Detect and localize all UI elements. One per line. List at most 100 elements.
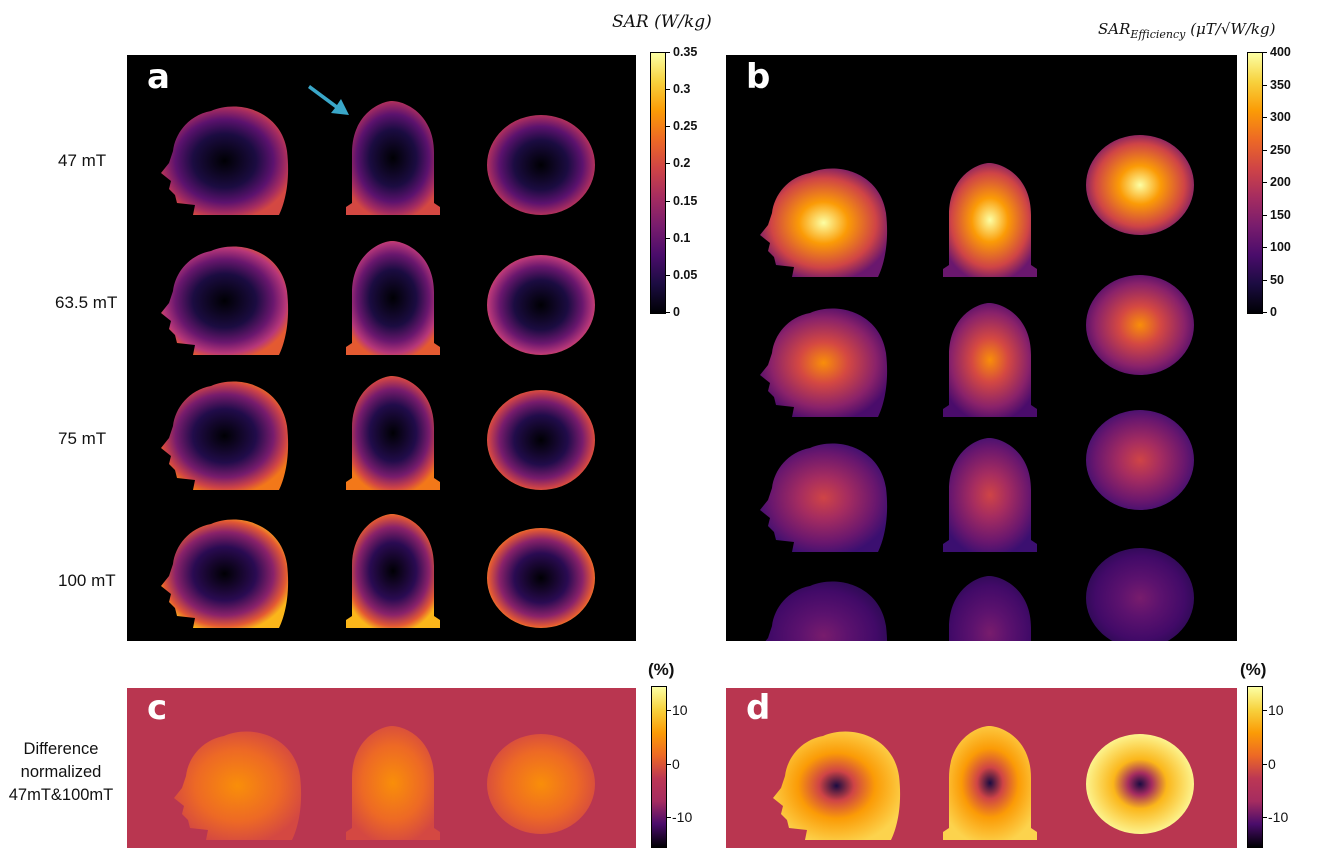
colorbar-tick-mark — [666, 237, 670, 239]
sar-colorbar-title: SAR (W/kg) — [612, 12, 712, 32]
colorbar-tick-mark — [666, 200, 670, 202]
panel-a-images — [161, 85, 595, 628]
axial-slice — [1086, 275, 1194, 375]
coronal-difference — [346, 726, 440, 840]
panel-d-label: d — [746, 688, 771, 728]
panel-c-images — [174, 726, 595, 840]
colorbar-tick-mark — [666, 126, 670, 128]
row-label-75: 75 mT — [58, 429, 107, 448]
panel-a: a — [127, 55, 636, 641]
diff-c-colorbar — [651, 686, 667, 848]
colorbar-tick-label: 200 — [1270, 175, 1291, 189]
colorbar-tick-label: 0 — [1270, 305, 1277, 319]
difference-label-line2: normalized — [20, 763, 102, 781]
colorbar-tick-mark — [1263, 764, 1267, 765]
colorbar-tick-mark — [1263, 182, 1267, 183]
arrow-icon — [308, 85, 349, 115]
colorbar-tick-mark — [1263, 214, 1267, 216]
coronal-slice — [346, 514, 440, 628]
colorbar-tick-label: 50 — [1270, 272, 1284, 287]
eff-title-unit: (μT/√W/kg) — [1190, 20, 1276, 38]
sagittal-slice — [760, 168, 888, 277]
panel-d-images — [773, 726, 1194, 840]
colorbar-tick-mark — [1263, 84, 1267, 86]
colorbar-tick-label: 400 — [1270, 45, 1291, 59]
sar-colorbar — [650, 52, 666, 314]
panel-c-label: c — [147, 688, 168, 728]
sagittal-slice — [765, 581, 887, 641]
panel-b: b — [726, 55, 1237, 641]
colorbar-tick-mark — [1263, 117, 1267, 118]
coronal-slice — [346, 241, 440, 355]
colorbar-tick-mark — [666, 89, 670, 91]
axial-slice — [487, 255, 595, 355]
sar-title-unit: (W/kg) — [654, 12, 712, 32]
colorbar-tick-mark — [667, 764, 671, 765]
coronal-difference — [943, 726, 1037, 840]
colorbar-tick-label: -10 — [672, 809, 693, 825]
colorbar-tick-label: 0.3 — [673, 82, 691, 97]
colorbar-tick-mark — [1263, 312, 1267, 313]
axial-difference — [487, 734, 595, 834]
colorbar-tick-label: 350 — [1270, 77, 1291, 92]
axial-slice — [1086, 548, 1194, 641]
panel-d: d — [726, 688, 1237, 848]
sagittal-slice — [161, 246, 289, 355]
efficiency-colorbar — [1247, 52, 1263, 314]
colorbar-tick-label: 250 — [1270, 142, 1291, 157]
panel-c: c — [127, 688, 636, 848]
eff-title-sub: Efficiency — [1130, 28, 1186, 41]
efficiency-colorbar-title: SAREfficiency (μT/√W/kg) — [1098, 20, 1275, 41]
sagittal-slice — [161, 381, 289, 490]
coronal-slice — [346, 376, 440, 490]
difference-label-line1: Difference — [23, 740, 99, 758]
colorbar-tick-label: 100 — [1270, 240, 1291, 254]
sar-title-main: SAR — [612, 12, 649, 32]
colorbar-tick-label: 10 — [1268, 702, 1284, 718]
colorbar-tick-mark — [666, 274, 670, 276]
axial-slice — [487, 528, 595, 628]
coronal-slice — [346, 101, 440, 215]
colorbar-tick-label: 0.05 — [673, 267, 698, 282]
colorbar-tick-label: 300 — [1270, 110, 1291, 124]
diff-d-colorbar — [1247, 686, 1263, 848]
diff-c-colorbar-title: (%) — [648, 660, 675, 679]
difference-label-line3: 47mT&100mT — [8, 786, 114, 804]
row-label-100: 100 mT — [58, 571, 116, 590]
colorbar-tick-mark — [667, 817, 671, 818]
axial-slice — [1086, 135, 1194, 235]
colorbar-tick-mark — [1263, 149, 1267, 151]
coronal-slice — [949, 576, 1031, 641]
colorbar-tick-mark — [1263, 710, 1267, 711]
sagittal-slice — [161, 519, 289, 628]
colorbar-tick-label: 0.1 — [673, 230, 691, 245]
colorbar-tick-label: 0.15 — [673, 193, 698, 208]
colorbar-tick-label: 0.35 — [673, 45, 698, 59]
colorbar-tick-label: 0 — [673, 305, 680, 319]
panel-b-label: b — [746, 57, 771, 97]
sagittal-slice — [760, 443, 888, 552]
colorbar-tick-mark — [667, 710, 671, 711]
colorbar-tick-label: 150 — [1270, 207, 1291, 222]
colorbar-tick-mark — [1263, 247, 1267, 248]
diff-d-colorbar-title: (%) — [1240, 660, 1267, 679]
sagittal-difference — [773, 731, 901, 840]
panel-b-images — [760, 135, 1194, 641]
colorbar-tick-mark — [666, 163, 670, 165]
colorbar-tick-label: 0 — [1268, 756, 1276, 772]
axial-difference — [1086, 734, 1194, 834]
coronal-slice — [943, 303, 1037, 417]
colorbar-tick-label: 0.2 — [673, 156, 691, 171]
colorbar-tick-label: -10 — [1268, 809, 1289, 825]
sagittal-slice — [760, 308, 888, 417]
axial-slice — [487, 390, 595, 490]
colorbar-tick-label: 10 — [672, 702, 688, 718]
coronal-slice — [943, 438, 1037, 552]
colorbar-tick-label: 0 — [672, 756, 680, 772]
eff-title-main: SAR — [1098, 20, 1131, 38]
colorbar-tick-mark — [666, 312, 670, 313]
sagittal-slice — [161, 106, 289, 215]
colorbar-tick-label: 0.25 — [673, 119, 698, 134]
panel-a-label: a — [147, 57, 170, 97]
coronal-slice — [943, 163, 1037, 277]
